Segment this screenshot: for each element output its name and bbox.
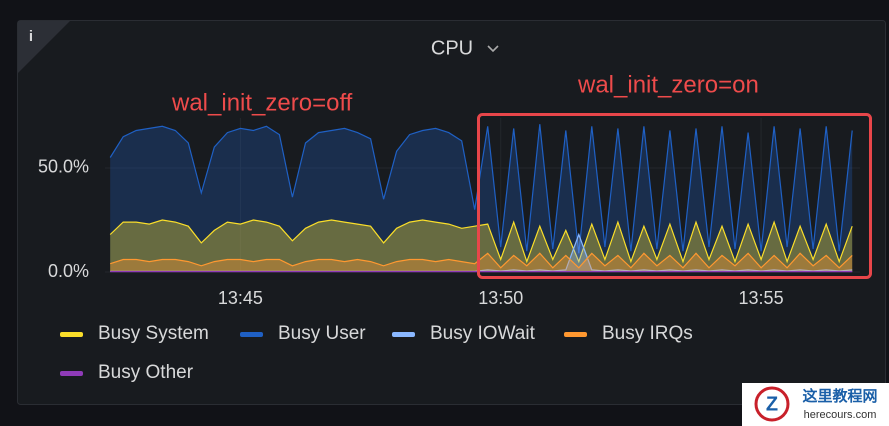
info-corner[interactable]: [18, 21, 70, 73]
highlight-box: [477, 113, 872, 279]
watermark-logo: [754, 386, 790, 422]
annotation: wal_init_zero=off: [171, 89, 353, 116]
series-line: [109, 124, 853, 254]
legend: Busy System Busy User Busy IOWait Busy IRQs…: [60, 323, 693, 383]
legend-swatch: [564, 332, 587, 337]
y-tick-label: 50.0%: [38, 157, 89, 177]
x-tick-label: 13:55: [739, 288, 784, 308]
legend-label: Busy IOWait: [430, 323, 536, 344]
legend-swatch: [392, 332, 415, 337]
info-icon: i: [29, 28, 33, 45]
series-line: [110, 252, 853, 269]
legend-label: Busy IRQs: [602, 323, 693, 344]
panel-title[interactable]: CPU: [431, 37, 473, 59]
legend-swatch: [240, 332, 263, 337]
watermark-url: herecours.com: [804, 409, 877, 421]
panel: [17, 20, 886, 405]
legend-label: Busy Other: [98, 362, 194, 383]
legend-swatch: [60, 332, 83, 337]
legend-label: Busy User: [278, 323, 366, 344]
series-line: [109, 219, 853, 264]
annotation: wal_init_zero=on: [577, 71, 759, 98]
title-caret[interactable]: [487, 45, 499, 53]
x-tick-label: 13:50: [478, 288, 523, 308]
plot: 0.0% 50.0% 13:45 13:50 13:55: [38, 118, 860, 308]
y-tick-label: 0.0%: [48, 261, 89, 281]
legend-swatch: [60, 371, 83, 376]
x-tick-label: 13:45: [218, 288, 263, 308]
watermark-title: 这里教程网: [802, 387, 877, 405]
watermark-logo-letter: Z: [766, 393, 778, 415]
legend-label: Busy System: [98, 323, 209, 344]
